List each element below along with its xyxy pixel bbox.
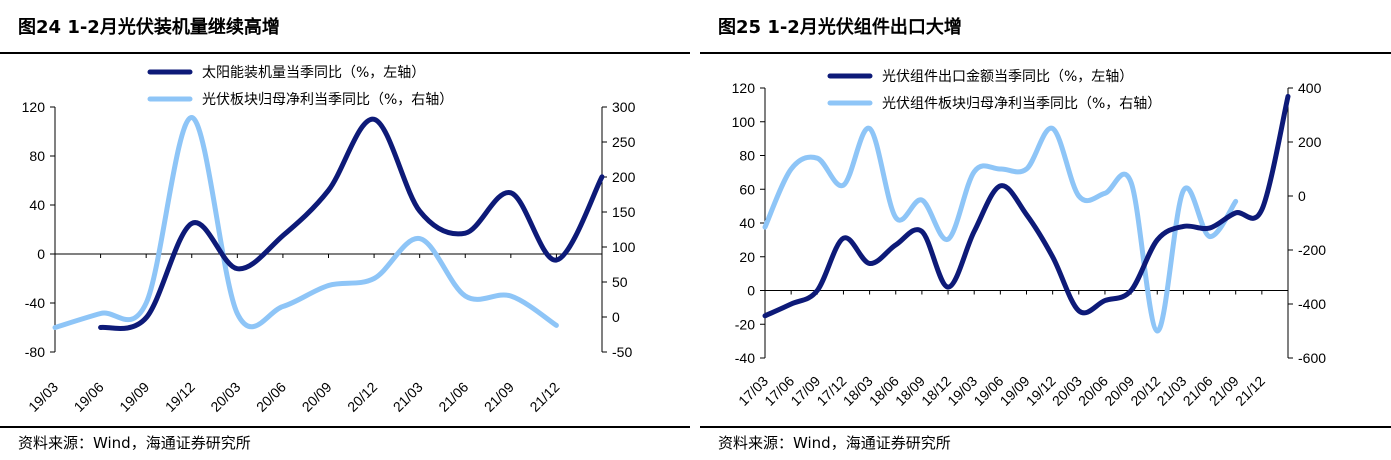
left-y-tick-label: 0 bbox=[37, 246, 45, 262]
title-rule bbox=[0, 52, 690, 54]
x-tick-label: 20/03 bbox=[207, 379, 243, 415]
right-y-tick-label: 200 bbox=[612, 169, 636, 185]
right-y-tick-label: 300 bbox=[612, 99, 636, 115]
source-note: 资料来源：Wind，海通证券研究所 bbox=[18, 434, 251, 452]
x-tick-label: 21/03 bbox=[390, 379, 426, 415]
left-y-tick-label: 80 bbox=[29, 148, 45, 164]
legend-label: 光伏组件出口金额当季同比（%，左轴） bbox=[882, 69, 1133, 85]
chart-panel-right: 图25 1-2月光伏组件出口大增 -40 -20 0 20 40 60 80 100 120 -6… bbox=[700, 0, 1391, 460]
left-y-tick-label: -40 bbox=[735, 350, 755, 366]
left-y-tick-label: 120 bbox=[22, 99, 46, 115]
series-line-right-axis bbox=[52, 115, 559, 330]
x-tick-label: 21/12 bbox=[526, 379, 562, 415]
left-y-tick-label: 40 bbox=[739, 215, 755, 231]
legend-label: 光伏板块归母净利当季同比（%，右轴） bbox=[202, 91, 453, 108]
line-chart: -40-20020406080100120-600-400-2000200400… bbox=[732, 69, 1327, 409]
right-y-tick-label: 250 bbox=[612, 134, 636, 150]
title-rule bbox=[700, 52, 1391, 54]
x-tick-label: 21/06 bbox=[435, 379, 471, 415]
x-tick-label: 19/03 bbox=[25, 379, 61, 415]
left-y-tick-label: 60 bbox=[739, 181, 755, 197]
right-y-tick-label: 0 bbox=[1298, 188, 1306, 204]
chart-title: 图25 1-2月光伏组件出口大增 bbox=[718, 17, 962, 38]
left-y-tick-label: 20 bbox=[739, 249, 755, 265]
left-y-tick-label: 40 bbox=[29, 197, 45, 213]
series-line-right-axis bbox=[762, 125, 1239, 334]
chart-panel-left: 图24 1-2月光伏装机量继续高增 -80 -40 0 40 80 120 -50 0 50 10… bbox=[0, 0, 690, 460]
line-chart: -80 -40 0 40 80 120 -50 0 50 100 150 200 250 300 19/03… bbox=[22, 65, 636, 415]
left-y-tick-label: -80 bbox=[25, 344, 45, 360]
source-note: 资料来源：Wind，海通证券研究所 bbox=[718, 434, 951, 452]
right-y-tick-label: -50 bbox=[612, 344, 632, 360]
right-y-tick-label: 100 bbox=[612, 239, 636, 255]
x-tick-label: 19/06 bbox=[71, 379, 107, 415]
series-line-left-axis bbox=[98, 116, 605, 332]
legend-label: 太阳能装机量当季同比（%，左轴） bbox=[202, 65, 425, 81]
left-y-tick-label: 100 bbox=[732, 114, 756, 130]
left-y-tick-label: 0 bbox=[747, 283, 755, 299]
x-tick-label: 19/12 bbox=[162, 379, 198, 415]
x-tick-label: 20/06 bbox=[253, 379, 289, 415]
left-y-tick-label: 120 bbox=[732, 80, 756, 96]
left-y-tick-label: -40 bbox=[25, 295, 45, 311]
source-rule bbox=[0, 426, 690, 428]
left-y-tick-label: -20 bbox=[735, 316, 755, 332]
right-y-tick-label: 400 bbox=[1298, 80, 1322, 96]
legend-label: 光伏组件板块归母净利当季同比（%，右轴） bbox=[882, 95, 1161, 112]
chart-title: 图24 1-2月光伏装机量继续高增 bbox=[18, 17, 280, 38]
x-tick-label: 20/09 bbox=[299, 379, 335, 415]
series-line-left-axis bbox=[762, 93, 1291, 319]
x-tick-label: 21/12 bbox=[1232, 373, 1268, 409]
right-y-tick-label: 0 bbox=[612, 309, 620, 325]
x-tick-label: 20/12 bbox=[344, 379, 380, 415]
source-rule bbox=[700, 426, 1391, 428]
right-y-tick-label: -200 bbox=[1298, 242, 1326, 258]
x-tick-label: 21/09 bbox=[481, 379, 517, 415]
right-y-tick-label: -600 bbox=[1298, 350, 1326, 366]
right-y-tick-label: 150 bbox=[612, 204, 636, 220]
x-tick-label: 19/09 bbox=[116, 379, 152, 415]
right-y-tick-label: -400 bbox=[1298, 296, 1326, 312]
right-y-tick-label: 200 bbox=[1298, 134, 1322, 150]
left-y-tick-label: 80 bbox=[739, 148, 755, 164]
right-y-tick-label: 50 bbox=[612, 274, 628, 290]
